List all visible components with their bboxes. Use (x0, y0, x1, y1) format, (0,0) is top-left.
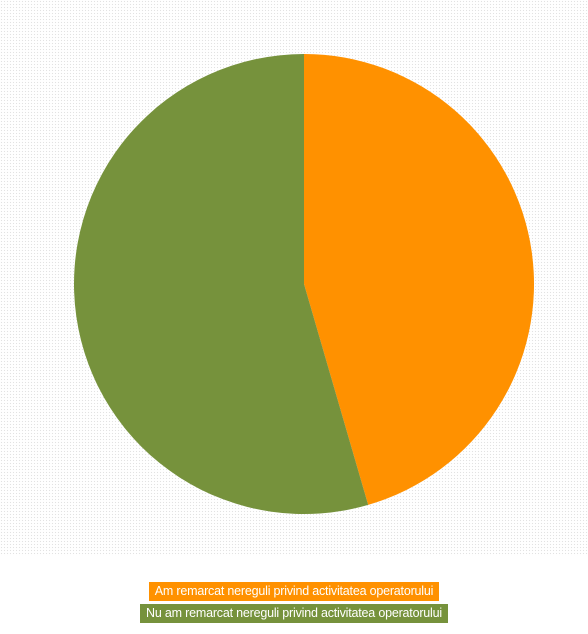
legend-entry-nu-am-remarcat: Nu am remarcat nereguli privind activita… (140, 604, 448, 623)
chart-legend: Am remarcat nereguli privind activitatea… (0, 582, 588, 623)
pie-chart (73, 54, 534, 514)
chart-plot-area (0, 0, 588, 556)
pie-slice-1 (73, 54, 369, 514)
pie-slice-0 (304, 54, 534, 505)
legend-entry-am-remarcat: Am remarcat nereguli privind activitatea… (148, 582, 440, 601)
